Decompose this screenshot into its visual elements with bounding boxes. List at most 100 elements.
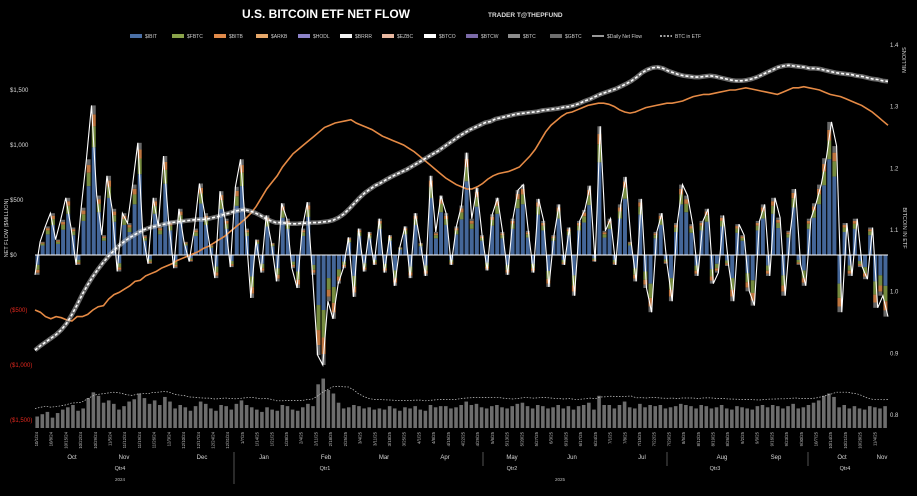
flow-bar-segment — [408, 255, 413, 267]
volume-bar — [806, 405, 811, 428]
flow-bar-segment — [61, 224, 66, 230]
flow-bar-segment — [433, 238, 438, 255]
flow-bar-segment — [428, 180, 433, 187]
flow-bar-segment — [776, 228, 781, 255]
flow-bar-segment — [684, 203, 689, 213]
legend-item: $FBTC — [187, 34, 203, 40]
flow-bar-segment — [515, 193, 520, 200]
flow-bar-segment — [694, 273, 699, 276]
flow-bar-segment — [628, 241, 633, 243]
flow-bar-segment — [689, 226, 694, 229]
flow-bar-segment — [602, 232, 607, 235]
flow-bar-segment — [847, 265, 852, 271]
flow-bar-segment — [525, 232, 530, 235]
flow-bar-segment — [163, 183, 168, 255]
flow-bar-segment — [566, 235, 571, 255]
flow-bar-segment — [781, 291, 786, 296]
flow-bar-segment — [168, 225, 173, 231]
flow-bar-segment — [239, 186, 244, 255]
bitb-cumulative-line — [34, 85, 889, 322]
flow-bar-segment — [433, 231, 438, 234]
flow-bar-segment — [158, 228, 163, 231]
volume-bar — [244, 405, 249, 428]
month-label: Mar — [379, 455, 389, 461]
volume-bar — [198, 401, 203, 428]
volume-bar — [678, 403, 683, 428]
flow-bar-segment — [260, 263, 265, 269]
flow-bar-segment — [495, 201, 500, 206]
volume-bar — [66, 407, 70, 428]
flow-bar-segment — [199, 193, 203, 204]
volume-bar — [495, 405, 499, 428]
flow-bar-segment — [720, 226, 724, 255]
flow-bar-segment — [112, 215, 117, 222]
y2-tick-label: 1.4 — [890, 43, 899, 49]
x-date-label: 12/31/24 — [225, 431, 230, 448]
flow-bar-segment — [280, 206, 285, 211]
volume-bar — [852, 406, 857, 428]
volume-bar — [152, 400, 157, 428]
flow-bar-segment — [597, 126, 602, 135]
x-date-label: 12/24/24 — [211, 431, 216, 448]
flow-bar-segment — [86, 165, 91, 173]
flow-bar-segment — [668, 296, 673, 302]
flow-bar-segment — [81, 214, 86, 221]
month-label: Apr — [440, 455, 449, 461]
volume-bar — [132, 399, 137, 428]
volume-bar — [459, 405, 463, 428]
x-date-label: 10/28/25 — [858, 431, 863, 448]
flow-bar-segment — [720, 220, 724, 227]
flow-bar-segment — [515, 208, 520, 255]
volume-bar — [403, 407, 407, 428]
flow-bar-segment — [50, 219, 55, 225]
flow-bar-segment — [270, 242, 275, 244]
flow-bar-segment — [234, 190, 239, 197]
volume-bar — [346, 407, 351, 428]
flow-bar-segment — [331, 286, 336, 303]
legend-swatch — [256, 34, 268, 38]
flow-bar-segment — [750, 255, 755, 281]
y-tick-label: ($1,500) — [10, 418, 32, 424]
flow-bar-segment — [863, 255, 867, 268]
flow-bar-segment — [127, 232, 132, 255]
volume-bar — [249, 407, 254, 428]
flow-bar-segment — [735, 224, 740, 227]
volume-bar — [684, 405, 688, 428]
volume-bar — [188, 410, 193, 428]
flow-bar-segment — [326, 278, 331, 290]
flow-bar-segment — [285, 228, 290, 255]
x-date-label: 1/7/25 — [240, 431, 245, 444]
volume-bar — [541, 406, 545, 428]
flow-bar-segment — [224, 218, 229, 221]
y2-tick-label: 1.3 — [890, 105, 899, 111]
volume-bar — [469, 405, 474, 428]
flow-bar-segment — [495, 213, 500, 255]
flow-bar-segment — [541, 230, 546, 255]
flow-bar-segment — [275, 278, 280, 282]
volume-bar — [362, 408, 366, 428]
flow-bar-segment — [878, 275, 883, 286]
flow-bar-segment — [290, 261, 295, 265]
volume-bar — [408, 408, 412, 428]
volume-bar — [755, 406, 760, 428]
flow-bar-segment — [827, 140, 832, 160]
flow-bar-segment — [321, 255, 326, 310]
volume-bar — [745, 408, 749, 428]
flow-bar-segment — [331, 302, 336, 313]
flow-bar-segment — [147, 261, 152, 263]
volume-bar — [673, 406, 678, 428]
flow-bar-segment — [500, 235, 505, 239]
volume-bar — [96, 395, 101, 428]
btc-in-etf-line — [34, 64, 889, 351]
flow-bar-segment — [709, 280, 714, 284]
flow-bar-segment — [735, 226, 740, 229]
flow-bar-segment — [745, 282, 750, 288]
flow-bar-segment — [193, 230, 198, 233]
flow-bar-segment — [643, 284, 648, 288]
flow-bar-segment — [336, 276, 341, 281]
flow-bar-segment — [520, 194, 525, 205]
flow-bar-segment — [153, 213, 158, 255]
volume-bar — [484, 408, 489, 428]
volume-bar — [699, 405, 703, 428]
flow-bar-segment — [863, 276, 867, 280]
